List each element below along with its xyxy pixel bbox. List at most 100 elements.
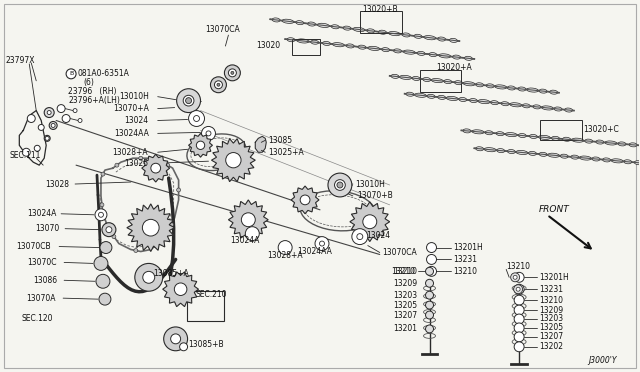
Circle shape (100, 241, 112, 253)
Ellipse shape (296, 20, 304, 25)
Circle shape (225, 65, 241, 81)
Circle shape (62, 115, 70, 122)
Circle shape (231, 71, 234, 74)
Text: 13201H: 13201H (453, 243, 483, 252)
Circle shape (139, 156, 143, 160)
Ellipse shape (317, 23, 330, 28)
Ellipse shape (391, 74, 399, 78)
Ellipse shape (431, 78, 444, 83)
Text: 13231: 13231 (539, 285, 563, 294)
Ellipse shape (629, 143, 637, 147)
Bar (187, 291, 225, 321)
Text: 13024A: 13024A (230, 236, 260, 245)
Text: SEC.111: SEC.111 (10, 151, 41, 160)
Ellipse shape (449, 38, 458, 42)
Circle shape (300, 195, 310, 205)
Ellipse shape (287, 38, 295, 42)
Circle shape (511, 273, 520, 282)
Text: 13203: 13203 (539, 314, 563, 324)
Text: 13020: 13020 (256, 41, 280, 49)
Ellipse shape (508, 150, 515, 154)
Circle shape (171, 334, 180, 344)
Polygon shape (211, 139, 255, 182)
Text: 13085: 13085 (268, 136, 292, 145)
Text: 13070+B: 13070+B (357, 192, 392, 201)
Ellipse shape (491, 101, 499, 105)
Ellipse shape (495, 85, 507, 89)
Circle shape (177, 89, 200, 113)
Circle shape (214, 81, 223, 89)
Ellipse shape (529, 134, 538, 138)
Circle shape (164, 327, 188, 351)
Circle shape (426, 311, 433, 319)
Text: 13210: 13210 (506, 262, 530, 271)
Text: 13070CA: 13070CA (381, 248, 417, 257)
Circle shape (101, 172, 105, 176)
Ellipse shape (412, 77, 420, 80)
Text: 13024AA: 13024AA (298, 247, 332, 256)
Text: 13086: 13086 (33, 276, 57, 285)
Text: 13205: 13205 (539, 323, 563, 333)
Text: 13202: 13202 (539, 342, 563, 351)
Ellipse shape (505, 132, 517, 137)
Ellipse shape (399, 76, 412, 80)
Ellipse shape (424, 36, 436, 40)
Circle shape (278, 241, 292, 254)
Circle shape (426, 279, 433, 287)
Circle shape (112, 235, 116, 238)
Ellipse shape (438, 95, 445, 99)
Text: 13024A: 13024A (27, 209, 56, 218)
Ellipse shape (611, 159, 623, 163)
Circle shape (514, 332, 524, 342)
Ellipse shape (388, 32, 400, 36)
Circle shape (142, 219, 159, 236)
Ellipse shape (533, 105, 541, 109)
Ellipse shape (541, 106, 554, 110)
Text: 13207: 13207 (539, 332, 563, 341)
Ellipse shape (496, 132, 504, 136)
Ellipse shape (486, 84, 494, 88)
Ellipse shape (529, 151, 536, 155)
Ellipse shape (311, 40, 319, 44)
Circle shape (180, 343, 188, 351)
Ellipse shape (603, 158, 611, 162)
Circle shape (228, 69, 236, 77)
Ellipse shape (572, 138, 584, 142)
Circle shape (226, 153, 241, 168)
Text: 081A0-6351A: 081A0-6351A (77, 69, 129, 78)
Circle shape (319, 241, 324, 246)
Ellipse shape (592, 157, 600, 161)
Ellipse shape (539, 152, 547, 156)
Ellipse shape (439, 54, 451, 58)
Circle shape (106, 227, 112, 232)
Ellipse shape (605, 141, 617, 145)
Circle shape (514, 285, 523, 294)
Text: 23797X: 23797X (5, 57, 35, 65)
Circle shape (134, 248, 138, 253)
Circle shape (135, 263, 163, 291)
Circle shape (426, 267, 433, 275)
Circle shape (357, 234, 363, 240)
Text: 13070: 13070 (35, 224, 59, 233)
Circle shape (96, 274, 110, 288)
Ellipse shape (414, 34, 422, 38)
Circle shape (193, 116, 200, 122)
Ellipse shape (518, 87, 526, 91)
Text: B: B (69, 71, 73, 76)
Ellipse shape (438, 37, 445, 41)
Ellipse shape (368, 46, 380, 51)
Circle shape (426, 325, 433, 333)
Circle shape (49, 122, 57, 129)
Text: 13025: 13025 (125, 159, 148, 168)
Circle shape (170, 223, 173, 227)
Text: 13025+A: 13025+A (268, 148, 304, 157)
Ellipse shape (332, 25, 339, 29)
Ellipse shape (444, 80, 452, 84)
Circle shape (47, 110, 51, 115)
Ellipse shape (394, 49, 401, 53)
Circle shape (44, 108, 54, 118)
Ellipse shape (516, 150, 528, 154)
Text: 13207: 13207 (394, 311, 417, 320)
Circle shape (426, 243, 436, 253)
Text: 13024AA: 13024AA (114, 129, 148, 138)
